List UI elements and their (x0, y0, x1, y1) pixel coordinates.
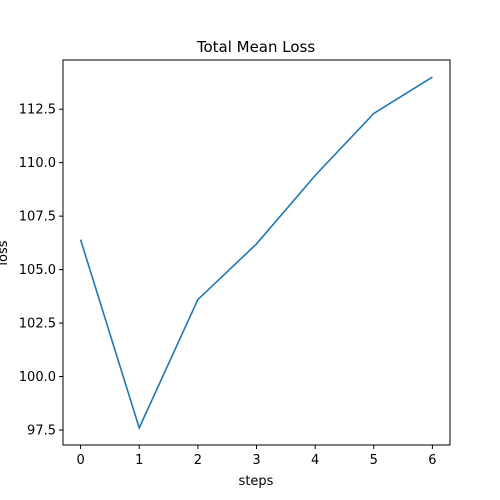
x-tick-label: 3 (252, 453, 260, 468)
y-tick-label: 107.5 (19, 210, 56, 225)
x-axis: 0 1 2 3 4 5 6 (76, 445, 437, 468)
x-tick-label: 0 (76, 453, 84, 468)
y-tick-label: 112.5 (19, 103, 56, 118)
chart-title: Total Mean Loss (196, 38, 316, 56)
y-tick-label: 100.0 (19, 370, 56, 385)
series-layer (79, 76, 433, 431)
series-line-0 (79, 76, 433, 431)
y-axis-label: loss (0, 240, 11, 265)
x-tick-label: 5 (370, 453, 378, 468)
y-tick-label: 105.0 (19, 263, 56, 278)
y-axis: 97.5 100.0 102.5 105.0 107.5 110.0 112.5 (19, 103, 63, 439)
y-tick-label: 97.5 (27, 424, 56, 439)
x-tick-label: 2 (194, 453, 202, 468)
plot-frame (62, 59, 451, 446)
x-tick-label: 1 (135, 453, 143, 468)
y-tick-label: 110.0 (19, 156, 56, 171)
y-tick-label: 102.5 (19, 317, 56, 332)
x-tick-label: 4 (311, 453, 319, 468)
x-tick-label: 6 (428, 453, 436, 468)
x-axis-label: steps (239, 474, 274, 489)
